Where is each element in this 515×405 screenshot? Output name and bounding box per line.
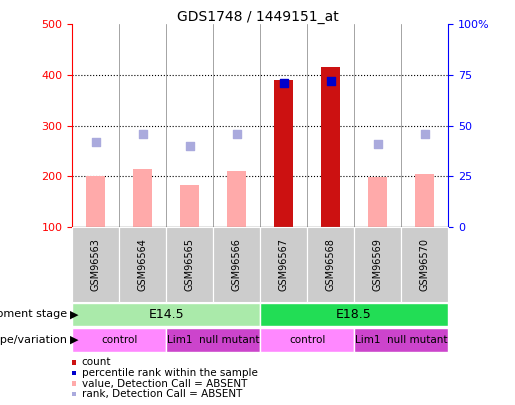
Text: E14.5: E14.5 <box>148 308 184 321</box>
Bar <box>307 227 354 302</box>
Text: E18.5: E18.5 <box>336 308 372 321</box>
Text: GSM96569: GSM96569 <box>372 238 383 291</box>
Bar <box>166 227 213 302</box>
Bar <box>274 80 293 227</box>
Point <box>185 143 194 149</box>
Text: ▶: ▶ <box>70 335 78 345</box>
Point <box>420 131 428 137</box>
Point <box>139 131 147 137</box>
Text: development stage: development stage <box>0 309 67 320</box>
Bar <box>415 174 434 227</box>
Text: GDS1748 / 1449151_at: GDS1748 / 1449151_at <box>177 10 338 24</box>
Point <box>232 131 241 137</box>
Point <box>327 78 335 84</box>
Bar <box>260 303 448 326</box>
Text: rank, Detection Call = ABSENT: rank, Detection Call = ABSENT <box>81 389 242 399</box>
Text: GSM96567: GSM96567 <box>279 238 288 291</box>
Text: GSM96570: GSM96570 <box>420 238 430 291</box>
Bar <box>368 177 387 227</box>
Text: GSM96565: GSM96565 <box>184 238 195 291</box>
Bar <box>180 185 199 227</box>
Bar <box>260 227 307 302</box>
Bar <box>86 176 105 227</box>
Bar <box>133 168 152 227</box>
Bar <box>72 227 119 302</box>
Text: control: control <box>289 335 325 345</box>
Bar <box>354 227 401 302</box>
Point <box>92 139 100 145</box>
Bar <box>321 67 340 227</box>
Bar <box>227 171 246 227</box>
Bar <box>72 303 260 326</box>
Text: count: count <box>81 358 111 367</box>
Text: GSM96563: GSM96563 <box>91 238 100 291</box>
Bar <box>213 227 260 302</box>
Text: percentile rank within the sample: percentile rank within the sample <box>81 368 258 378</box>
Text: ▶: ▶ <box>70 309 78 320</box>
Text: Lim1  null mutant: Lim1 null mutant <box>355 335 448 345</box>
Text: GSM96564: GSM96564 <box>138 238 148 291</box>
Bar <box>72 328 166 352</box>
Text: value, Detection Call = ABSENT: value, Detection Call = ABSENT <box>81 379 247 388</box>
Text: Lim1  null mutant: Lim1 null mutant <box>167 335 260 345</box>
Text: GSM96566: GSM96566 <box>232 238 242 291</box>
Text: control: control <box>101 335 138 345</box>
Bar <box>401 227 448 302</box>
Text: GSM96568: GSM96568 <box>325 238 336 291</box>
Bar <box>354 328 448 352</box>
Bar <box>166 328 260 352</box>
Point <box>280 79 288 86</box>
Text: genotype/variation: genotype/variation <box>0 335 67 345</box>
Bar <box>260 328 354 352</box>
Point <box>373 141 382 147</box>
Bar <box>119 227 166 302</box>
